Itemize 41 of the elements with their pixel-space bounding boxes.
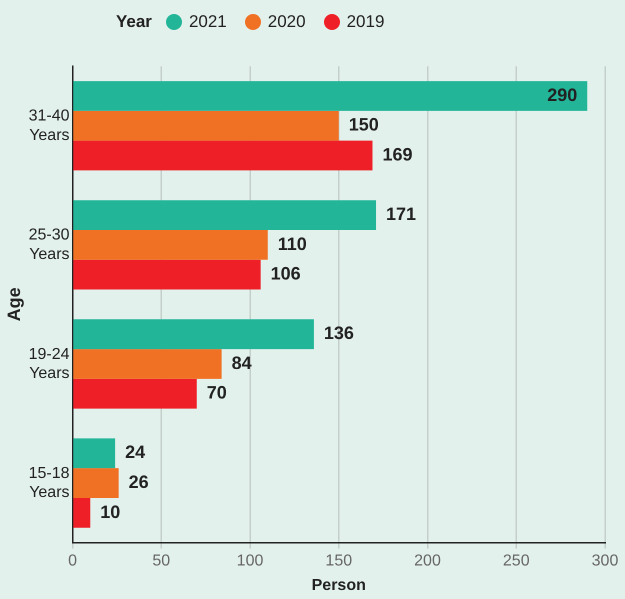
y-tick-label: 15-18 Years [28, 464, 70, 502]
x-tick-label: 300 [592, 552, 618, 570]
y-tick-label: 19-24 Years [28, 346, 70, 382]
data-label: 24 [125, 442, 146, 462]
y-tick-label: 31-40 Years [28, 108, 70, 144]
bar [73, 319, 314, 350]
legend-label: 2020 [268, 12, 306, 32]
x-tick-label: 0 [68, 552, 78, 570]
bar [73, 260, 261, 290]
bar [73, 378, 197, 409]
data-label: 70 [206, 382, 227, 403]
data-label: 84 [232, 352, 252, 373]
data-label: 150 [348, 114, 379, 135]
data-label: 169 [382, 144, 413, 164]
data-label: 10 [100, 502, 120, 522]
legend-label: 2019 [346, 12, 384, 32]
legend-label: 2021 [188, 12, 227, 32]
bar [73, 468, 119, 498]
data-label: 106 [270, 264, 301, 284]
y-axis-title: Age [4, 287, 24, 322]
x-axis-title: Person [312, 576, 366, 594]
legend-title: Year [116, 12, 152, 32]
bar [73, 81, 588, 111]
data-label: 290 [547, 84, 578, 105]
bar [73, 200, 376, 230]
y-tick-label: 25-30 Years [28, 226, 70, 263]
data-label: 136 [324, 323, 354, 344]
x-tick-label: 200 [414, 552, 441, 570]
bar [73, 498, 90, 528]
bar [73, 230, 268, 260]
data-label: 171 [386, 204, 416, 224]
bar [73, 140, 372, 170]
data-label: 26 [128, 472, 149, 492]
x-tick-label: 150 [325, 552, 352, 570]
bar [73, 349, 222, 379]
bar [73, 110, 339, 141]
x-tick-label: 250 [502, 552, 530, 570]
data-label: 110 [278, 234, 307, 254]
x-tick-label: 100 [236, 552, 264, 570]
x-tick-label: 50 [152, 552, 170, 570]
bar [73, 438, 116, 468]
